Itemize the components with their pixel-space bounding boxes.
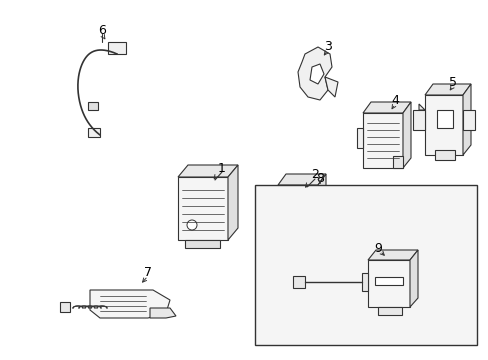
Text: 1: 1 [218,162,225,175]
Text: 9: 9 [373,242,381,255]
Polygon shape [424,95,462,155]
Bar [392,156,402,168]
Polygon shape [178,177,227,240]
Polygon shape [412,110,424,130]
Text: 2: 2 [310,168,318,181]
Polygon shape [402,102,410,168]
Bar [374,277,402,285]
Polygon shape [178,165,238,177]
Text: 6: 6 [98,23,106,36]
Circle shape [186,220,197,230]
Polygon shape [362,113,402,168]
Text: 5: 5 [448,76,456,89]
Polygon shape [297,47,331,100]
Bar [88,128,100,137]
Polygon shape [418,104,424,110]
Text: 7: 7 [143,266,152,279]
Polygon shape [362,102,410,113]
Polygon shape [317,174,325,240]
Bar [88,102,98,110]
Polygon shape [184,240,220,248]
Polygon shape [278,240,291,258]
Bar [254,185,476,345]
Bar [60,302,70,312]
Polygon shape [424,84,470,95]
Bar [436,110,452,128]
Bar [361,273,367,291]
Polygon shape [462,110,474,130]
Polygon shape [278,185,317,240]
Polygon shape [409,250,417,307]
Text: 3: 3 [324,40,331,53]
Polygon shape [278,174,325,185]
Bar [292,276,305,288]
Bar [377,307,401,315]
Bar [356,128,362,148]
Circle shape [297,205,311,219]
Polygon shape [367,250,417,260]
Polygon shape [150,308,176,318]
Polygon shape [227,165,238,240]
Polygon shape [307,240,317,255]
Polygon shape [462,84,470,155]
Bar [108,42,126,54]
Text: 4: 4 [390,94,398,107]
Polygon shape [367,260,409,307]
Text: 8: 8 [315,171,324,184]
Polygon shape [90,290,170,318]
Bar [434,150,454,160]
Polygon shape [325,77,337,97]
Polygon shape [309,64,324,84]
